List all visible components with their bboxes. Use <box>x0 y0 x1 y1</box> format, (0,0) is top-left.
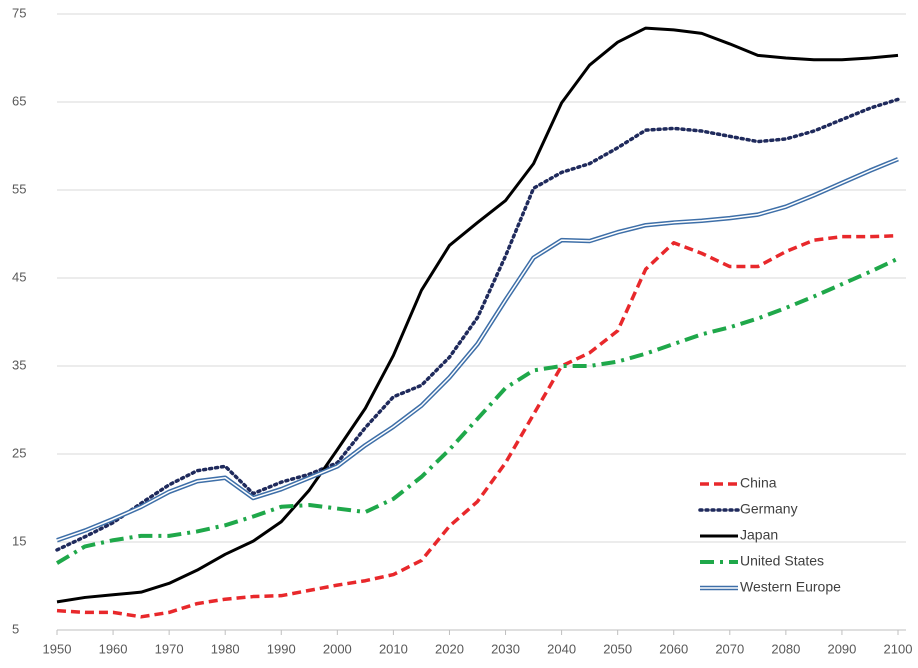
y-tick-label: 75 <box>12 5 26 20</box>
y-tick-label: 5 <box>12 621 19 636</box>
y-tick-label: 55 <box>12 181 26 196</box>
x-tick-label: 2090 <box>827 641 856 656</box>
legend-label: Germany <box>740 501 798 517</box>
x-tick-label: 2000 <box>323 641 352 656</box>
x-tick-label: 2080 <box>771 641 800 656</box>
x-tick-label: 2040 <box>547 641 576 656</box>
series-line-inner <box>56 158 899 541</box>
x-tick-label: 1960 <box>99 641 128 656</box>
legend-label: Western Europe <box>740 579 841 595</box>
x-tick-label: 1980 <box>211 641 240 656</box>
x-tick-label: 1970 <box>155 641 184 656</box>
x-tick-label: 2010 <box>379 641 408 656</box>
y-tick-label: 45 <box>12 269 26 284</box>
series-line <box>56 26 899 604</box>
series-line <box>55 256 899 565</box>
x-tick-label: 2050 <box>603 641 632 656</box>
legend-label: China <box>740 475 777 491</box>
x-tick-label: 2100 <box>884 641 913 656</box>
y-tick-label: 35 <box>12 357 26 372</box>
series-line <box>55 97 900 552</box>
x-tick-label: 2070 <box>715 641 744 656</box>
x-tick-label: 2020 <box>435 641 464 656</box>
x-tick-label: 2030 <box>491 641 520 656</box>
y-tick-label: 25 <box>12 445 26 460</box>
legend-label: Japan <box>740 527 778 543</box>
x-tick-label: 1950 <box>43 641 72 656</box>
x-tick-label: 2060 <box>659 641 688 656</box>
y-tick-label: 15 <box>12 533 26 548</box>
x-tick-label: 1990 <box>267 641 296 656</box>
y-tick-label: 65 <box>12 93 26 108</box>
legend-label: United States <box>740 553 824 569</box>
series-line <box>56 234 899 619</box>
